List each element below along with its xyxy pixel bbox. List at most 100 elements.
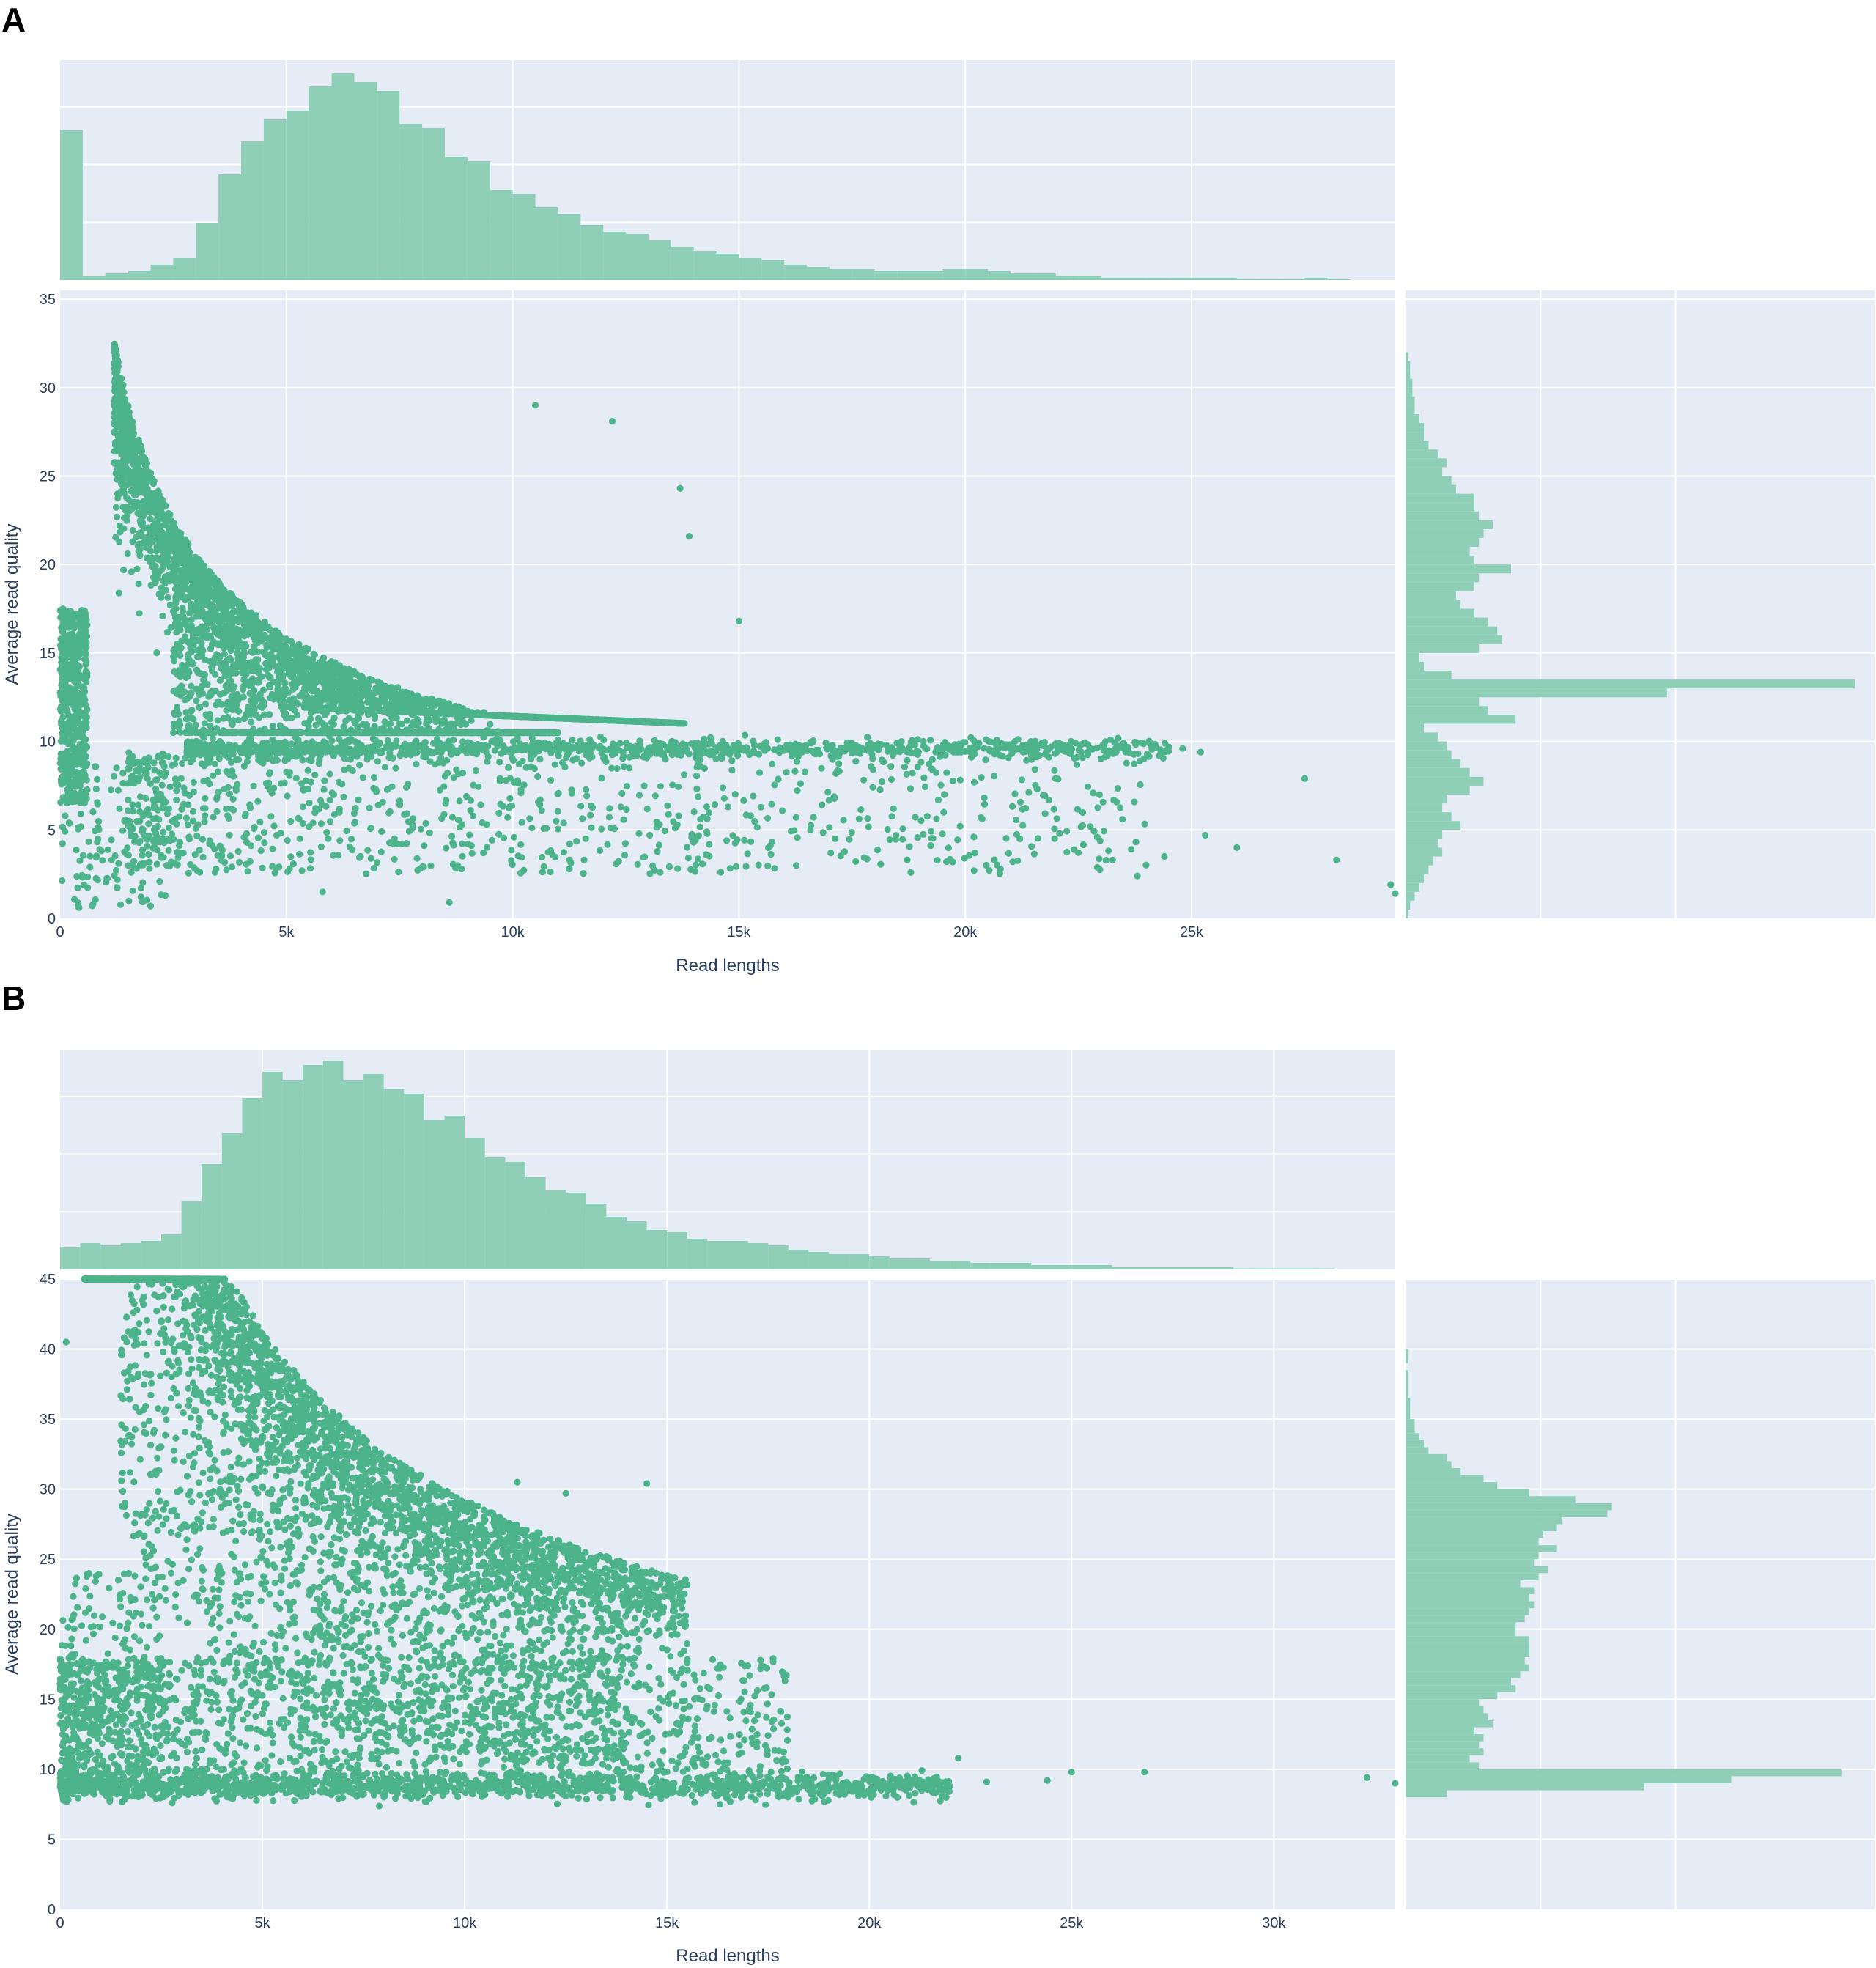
scatter-point (201, 601, 208, 608)
scatter-point (270, 643, 277, 650)
scatter-point (116, 522, 123, 530)
scatter-point (183, 668, 191, 675)
scatter-point (222, 660, 229, 668)
scatter-point (307, 710, 314, 717)
scatter-point (927, 737, 934, 744)
scatter-point (225, 643, 232, 651)
scatter-point (229, 686, 237, 693)
scatter-point (351, 679, 358, 686)
scatter-point (254, 665, 261, 672)
scatter-point (196, 704, 204, 712)
scatter-point (144, 502, 151, 510)
scatter-point (444, 710, 451, 718)
scatter-point (130, 442, 138, 449)
scatter-point (178, 574, 185, 581)
scatter-point (368, 690, 375, 697)
scatter-point (292, 675, 300, 682)
scatter-point (1165, 748, 1172, 755)
scatter-point (111, 421, 119, 428)
scatter-point (509, 729, 516, 737)
scatter-point (372, 744, 379, 751)
scatter-point (226, 630, 233, 638)
scatter-point (294, 699, 301, 707)
scatter-point (171, 534, 179, 541)
scatter-point (193, 630, 201, 637)
scatter-point (294, 660, 301, 668)
scatter-point (115, 589, 122, 597)
scatter-point (154, 508, 161, 515)
scatter-point (280, 698, 287, 705)
scatter-point (168, 517, 175, 525)
scatter-point (182, 709, 190, 716)
scatter-point (171, 657, 178, 665)
scatter-point (287, 704, 295, 712)
scatter-point (213, 725, 220, 732)
scatter-point (359, 744, 366, 751)
scatter-point (229, 706, 236, 714)
scatter-point (133, 479, 140, 486)
scatter-point (611, 717, 618, 724)
scatter-point (276, 661, 284, 668)
scatter-point (253, 729, 260, 737)
scatter-point (961, 748, 969, 755)
scatter-point (679, 720, 687, 727)
scatter-point (193, 685, 200, 693)
scatter-point (376, 685, 383, 693)
scatter-point (170, 729, 177, 737)
scatter-point (338, 751, 345, 758)
scatter-point (321, 721, 328, 729)
scatter-point (477, 711, 484, 718)
scatter-point (114, 490, 121, 498)
scatter-point (200, 611, 207, 618)
scatter-point (599, 716, 607, 723)
scatter-point (365, 682, 372, 689)
scatter-point (201, 671, 209, 679)
scatter-point (165, 553, 172, 560)
scatter-point (228, 718, 235, 725)
scatter-point (484, 712, 492, 719)
scatter-point (251, 704, 258, 712)
scatter-point (112, 504, 120, 511)
scatter-point (386, 726, 394, 734)
scatter-point (486, 729, 493, 737)
scatter-point (136, 610, 143, 617)
scatter-point (1157, 746, 1164, 753)
scatter-point (945, 745, 953, 753)
scatter-point (262, 729, 270, 737)
scatter-point (638, 745, 645, 753)
scatter-point (177, 729, 184, 736)
scatter-point (1038, 740, 1046, 747)
scatter-point (636, 737, 643, 745)
scatter-point (204, 584, 211, 591)
scatter-point (423, 717, 430, 725)
scatter-point (216, 582, 224, 589)
scatter-point (547, 749, 555, 756)
scatter-point (487, 721, 494, 728)
scatter-point (190, 715, 197, 723)
scatter-point (597, 733, 605, 741)
scatter-point (550, 714, 558, 722)
scatter-point (126, 507, 133, 515)
scatter-point (760, 745, 767, 752)
scatter-point (224, 687, 231, 695)
scatter-point (332, 694, 339, 701)
scatter-point (144, 485, 151, 493)
scatter-point (218, 729, 226, 737)
scatter-point (388, 696, 396, 703)
scatter-point (394, 729, 401, 737)
scatter-point (332, 729, 340, 737)
scatter-point (287, 740, 295, 748)
scatter-point (693, 754, 700, 762)
scatter-point (129, 538, 136, 545)
scatter-point (132, 468, 139, 476)
scatter-point (210, 573, 218, 581)
scatter-point (750, 737, 757, 745)
scatter-point (529, 740, 536, 748)
scatter-point (618, 717, 625, 724)
scatter-point (240, 685, 247, 693)
scatter-point (232, 669, 240, 677)
scatter-point (259, 622, 266, 629)
scatter-point (450, 737, 457, 744)
scatter-point (480, 734, 487, 741)
